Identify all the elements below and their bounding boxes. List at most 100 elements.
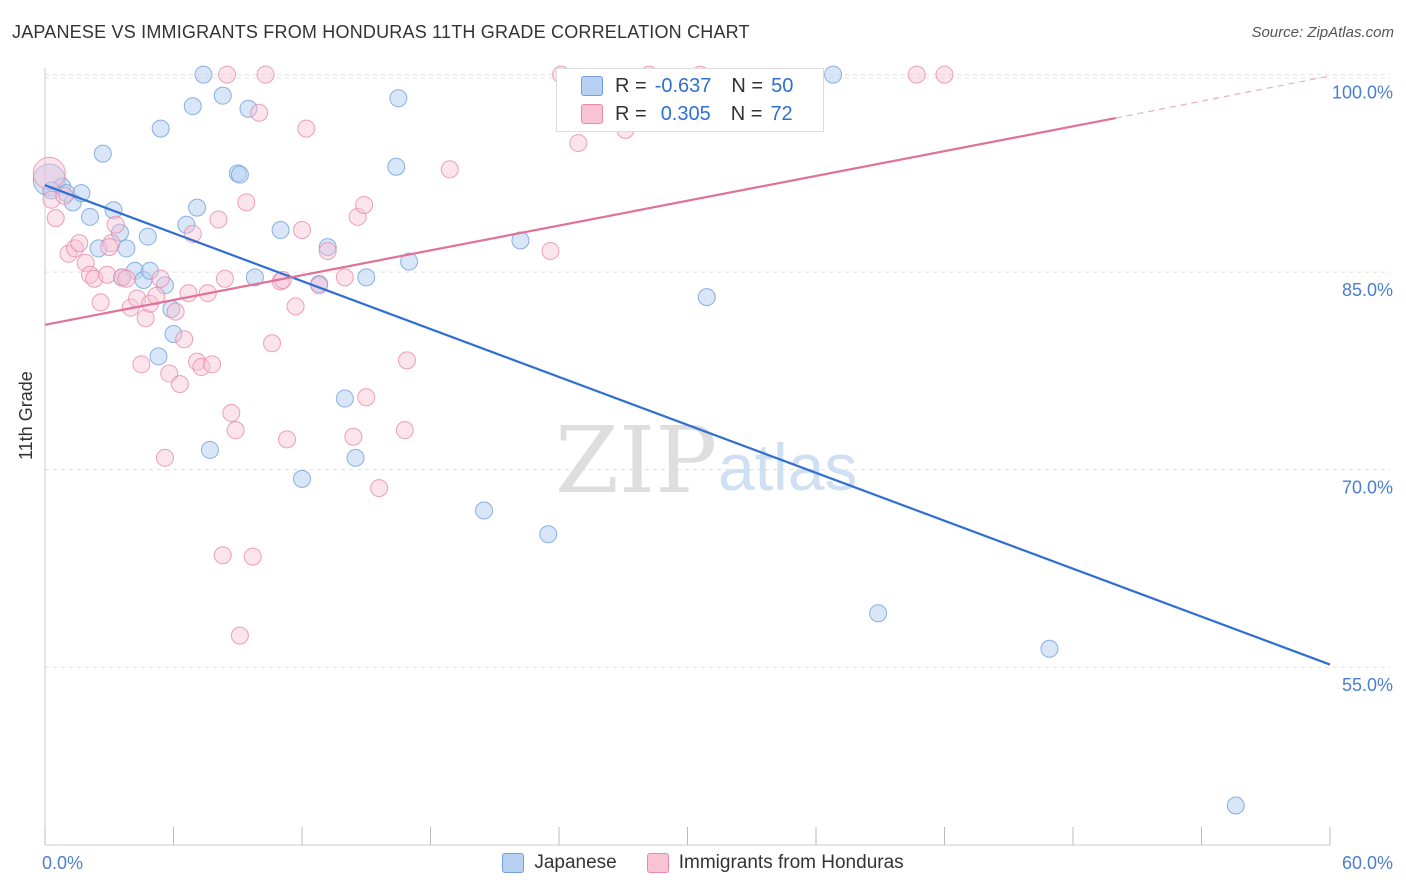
japanese-point — [387, 157, 406, 176]
watermark-atlas: atlas — [718, 430, 857, 504]
japanese-point — [869, 604, 888, 623]
y-tick-label: 85.0% — [1342, 280, 1393, 300]
honduras-point — [215, 269, 234, 288]
japanese-point — [93, 144, 112, 163]
honduras-point — [293, 220, 311, 239]
honduras-point — [151, 269, 170, 288]
japanese-point — [389, 89, 408, 108]
japanese-point — [183, 97, 202, 116]
japanese-point — [318, 238, 337, 257]
japanese-point — [194, 65, 213, 84]
legend-r-label: R = — [615, 102, 647, 125]
legend-n-label: N = — [731, 74, 764, 97]
japanese-point — [539, 525, 558, 544]
x-tick-label: 60.0% — [1342, 853, 1393, 873]
japanese-point — [293, 469, 311, 488]
japanese-point — [357, 268, 376, 287]
legend-swatch-honduras — [646, 853, 669, 873]
legend-n-value: 50 — [771, 74, 794, 97]
data-points — [32, 65, 1245, 815]
japanese-point — [245, 268, 264, 287]
legend-n-value: 72 — [770, 102, 793, 125]
watermark: ZIP atlas — [555, 407, 857, 514]
y-tick-label: 55.0% — [1342, 675, 1393, 695]
source-credit: Source: ZipAtlas.com — [1251, 24, 1394, 41]
honduras-point — [91, 293, 110, 312]
honduras-point — [440, 160, 459, 179]
honduras-point — [357, 388, 376, 407]
legend-swatch-japanese — [502, 853, 525, 873]
japanese-point — [200, 440, 219, 459]
japanese-point — [1226, 796, 1245, 815]
japanese-point — [188, 198, 207, 217]
legend-row-honduras: R = 0.305 N = 72 — [581, 101, 793, 127]
honduras-point — [192, 357, 211, 376]
honduras-point — [348, 207, 367, 226]
legend-swatch-honduras — [581, 104, 603, 124]
japanese-point — [138, 227, 157, 246]
y-tick-label: 70.0% — [1342, 478, 1393, 498]
honduras-point — [170, 375, 189, 394]
stats-legend: R = -0.637 N = 50 R = 0.305 N = 72 — [556, 68, 824, 132]
honduras-point — [243, 547, 262, 566]
legend-item-japanese[interactable]: Japanese — [502, 852, 617, 874]
honduras-point — [136, 309, 155, 328]
japanese-point — [400, 252, 419, 271]
honduras-point — [106, 215, 125, 234]
honduras-point — [355, 195, 374, 214]
honduras-point — [397, 351, 416, 370]
honduras-point — [256, 65, 275, 84]
trend-line-honduras — [44, 116, 1117, 326]
japanese-point — [271, 220, 290, 239]
honduras-point — [160, 364, 179, 383]
japanese-point — [164, 325, 183, 344]
honduras-point — [230, 626, 249, 645]
japanese-point — [697, 288, 716, 307]
honduras-point — [250, 103, 269, 122]
honduras-point — [213, 546, 232, 565]
honduras-point — [76, 253, 95, 272]
honduras-point — [541, 242, 560, 261]
gridlines — [45, 74, 1390, 668]
honduras-point — [297, 119, 316, 138]
honduras-point — [237, 193, 256, 212]
honduras-point — [935, 65, 954, 84]
honduras-point — [155, 448, 174, 467]
legend-label-japanese: Japanese — [534, 852, 617, 873]
honduras-point — [569, 134, 588, 153]
honduras-point — [263, 334, 282, 353]
honduras-point — [203, 355, 222, 374]
legend-r-value: 0.305 — [660, 102, 711, 125]
honduras-point — [70, 234, 89, 253]
japanese-point — [151, 119, 170, 138]
legend-r-label: R = — [615, 74, 647, 97]
honduras-point — [335, 268, 354, 287]
honduras-point — [226, 421, 245, 440]
japanese-point — [335, 389, 354, 408]
legend-label-honduras: Immigrants from Honduras — [678, 852, 904, 873]
trend-line-japanese — [44, 184, 1331, 666]
honduras-point — [32, 156, 66, 190]
x-tick-label: 0.0% — [42, 853, 83, 873]
japanese-point — [1040, 639, 1059, 658]
honduras-point — [344, 427, 363, 446]
honduras-point — [286, 297, 305, 316]
legend-item-honduras[interactable]: Immigrants from Honduras — [646, 852, 904, 874]
y-axis-label: 11th Grade — [16, 371, 36, 460]
honduras-point — [278, 430, 297, 449]
japanese-point — [824, 65, 843, 84]
japanese-point — [149, 347, 168, 366]
honduras-point — [370, 479, 389, 498]
legend-swatch-japanese — [581, 76, 603, 96]
y-tick-label: 100.0% — [1332, 83, 1393, 103]
honduras-point — [218, 65, 237, 84]
honduras-point — [46, 209, 65, 228]
honduras-point — [209, 210, 228, 229]
honduras-point — [117, 269, 136, 288]
honduras-point — [132, 355, 151, 374]
watermark-zip: ZIP — [555, 407, 717, 514]
honduras-point — [100, 238, 119, 257]
series-legend: Japanese Immigrants from Honduras — [0, 852, 1406, 874]
honduras-point — [166, 302, 185, 321]
